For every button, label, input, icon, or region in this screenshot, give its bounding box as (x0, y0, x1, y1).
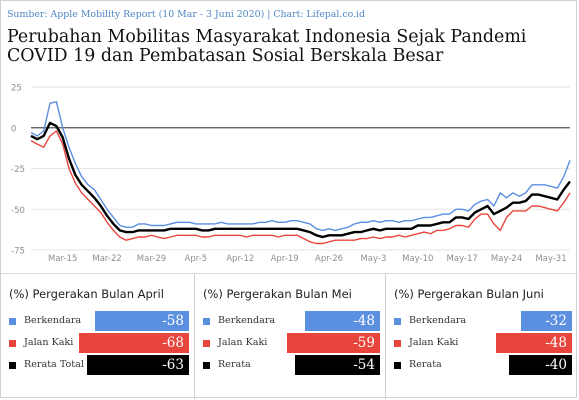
x-tick-label: Apr-5 (185, 254, 208, 264)
x-tick-label: May-10 (402, 254, 433, 264)
mobility-line-chart: 25 0 -25 -50 -75 Mar-15 Mar-22 Mar-29 Apr-5 Apr-… (11, 84, 571, 264)
series-line-berkendara (30, 100, 571, 232)
chart-series (30, 100, 571, 245)
x-tick-label: May-17 (447, 254, 478, 264)
stat-label: Rerata (409, 359, 442, 370)
stat-row-rerata: Rerata Total -63 (1, 355, 194, 377)
x-tick-label: Mar-22 (92, 254, 121, 264)
y-tick-label: 0 (11, 124, 16, 134)
stat-row-jalan-kaki: Jalan Kaki -68 (1, 333, 194, 355)
y-axis-ticks: 25 0 -25 -50 -75 (11, 84, 25, 257)
x-tick-label: May-24 (491, 254, 522, 264)
legend-swatch-rerata (9, 362, 16, 369)
stat-value-bar: -59 (287, 333, 380, 353)
x-tick-label: Apr-26 (315, 254, 343, 264)
chart-grid (31, 86, 570, 251)
y-tick-label: -50 (11, 206, 25, 216)
x-tick-label: Mar-29 (137, 254, 166, 264)
divider (1, 273, 578, 274)
stat-row-rerata: Rerata -40 (386, 355, 577, 377)
legend-swatch-jalan-kaki (203, 340, 210, 347)
stat-value-bar: -48 (305, 311, 380, 331)
stat-value-bar: -68 (79, 333, 189, 353)
stat-row-berkendara: Berkendara -58 (1, 311, 194, 333)
stat-value-bar: -58 (95, 311, 189, 331)
stat-row-jalan-kaki: Jalan Kaki -59 (195, 333, 385, 355)
stat-label: Jalan Kaki (409, 337, 459, 348)
legend-swatch-rerata (394, 362, 401, 369)
y-tick-label: -75 (11, 247, 25, 257)
x-tick-label: Apr-19 (271, 254, 299, 264)
stat-label: Berkendara (409, 315, 467, 326)
stat-label: Rerata (218, 359, 251, 370)
series-line-rerata-total (30, 121, 571, 239)
x-tick-label: May-3 (360, 254, 386, 264)
stat-label: Jalan Kaki (218, 337, 268, 348)
y-tick-label: 25 (11, 84, 22, 94)
x-tick-label: Apr-12 (226, 254, 254, 264)
panel-title: (%) Pergerakan Bulan April (9, 287, 164, 301)
panel-title: (%) Pergerakan Bulan Mei (203, 287, 352, 301)
panel-april: (%) Pergerakan Bulan April Berkendara -5… (1, 274, 194, 399)
y-tick-label: -25 (11, 165, 25, 175)
source-caption: Sumber: Apple Mobility Report (10 Mar - … (7, 9, 366, 20)
stat-label: Berkendara (218, 315, 276, 326)
stat-row-berkendara: Berkendara -48 (195, 311, 385, 333)
legend-swatch-jalan-kaki (394, 340, 401, 347)
series-line-jalan-kaki (30, 130, 571, 245)
legend-swatch-jalan-kaki (9, 340, 16, 347)
stat-row-berkendara: Berkendara -32 (386, 311, 577, 333)
stat-value-bar: -32 (521, 311, 572, 331)
stat-row-jalan-kaki: Jalan Kaki -48 (386, 333, 577, 355)
legend-swatch-rerata (203, 362, 210, 369)
panel-juni: (%) Pergerakan Bulan Juni Berkendara -32… (385, 274, 577, 399)
panel-mei: (%) Pergerakan Bulan Mei Berkendara -48 … (194, 274, 385, 399)
x-tick-label: May-31 (535, 254, 566, 264)
stat-row-rerata: Rerata -54 (195, 355, 385, 377)
stat-label: Berkendara (24, 315, 82, 326)
x-axis-ticks: Mar-15 Mar-22 Mar-29 Apr-5 Apr-12 Apr-19 Apr-2… (48, 254, 567, 264)
panel-title: (%) Pergerakan Bulan Juni (394, 287, 544, 301)
page-title: Perubahan Mobilitas Masyarakat Indonesia… (7, 27, 527, 66)
legend-swatch-berkendara (203, 318, 210, 325)
stat-value-bar: -63 (87, 355, 189, 375)
x-tick-label: Mar-15 (48, 254, 77, 264)
legend-swatch-berkendara (9, 318, 16, 325)
stat-value-bar: -54 (295, 355, 380, 375)
stat-label: Jalan Kaki (24, 337, 74, 348)
stat-value-bar: -40 (509, 355, 572, 375)
stat-label: Rerata Total (24, 359, 84, 370)
legend-swatch-berkendara (394, 318, 401, 325)
stat-value-bar: -48 (496, 333, 572, 353)
